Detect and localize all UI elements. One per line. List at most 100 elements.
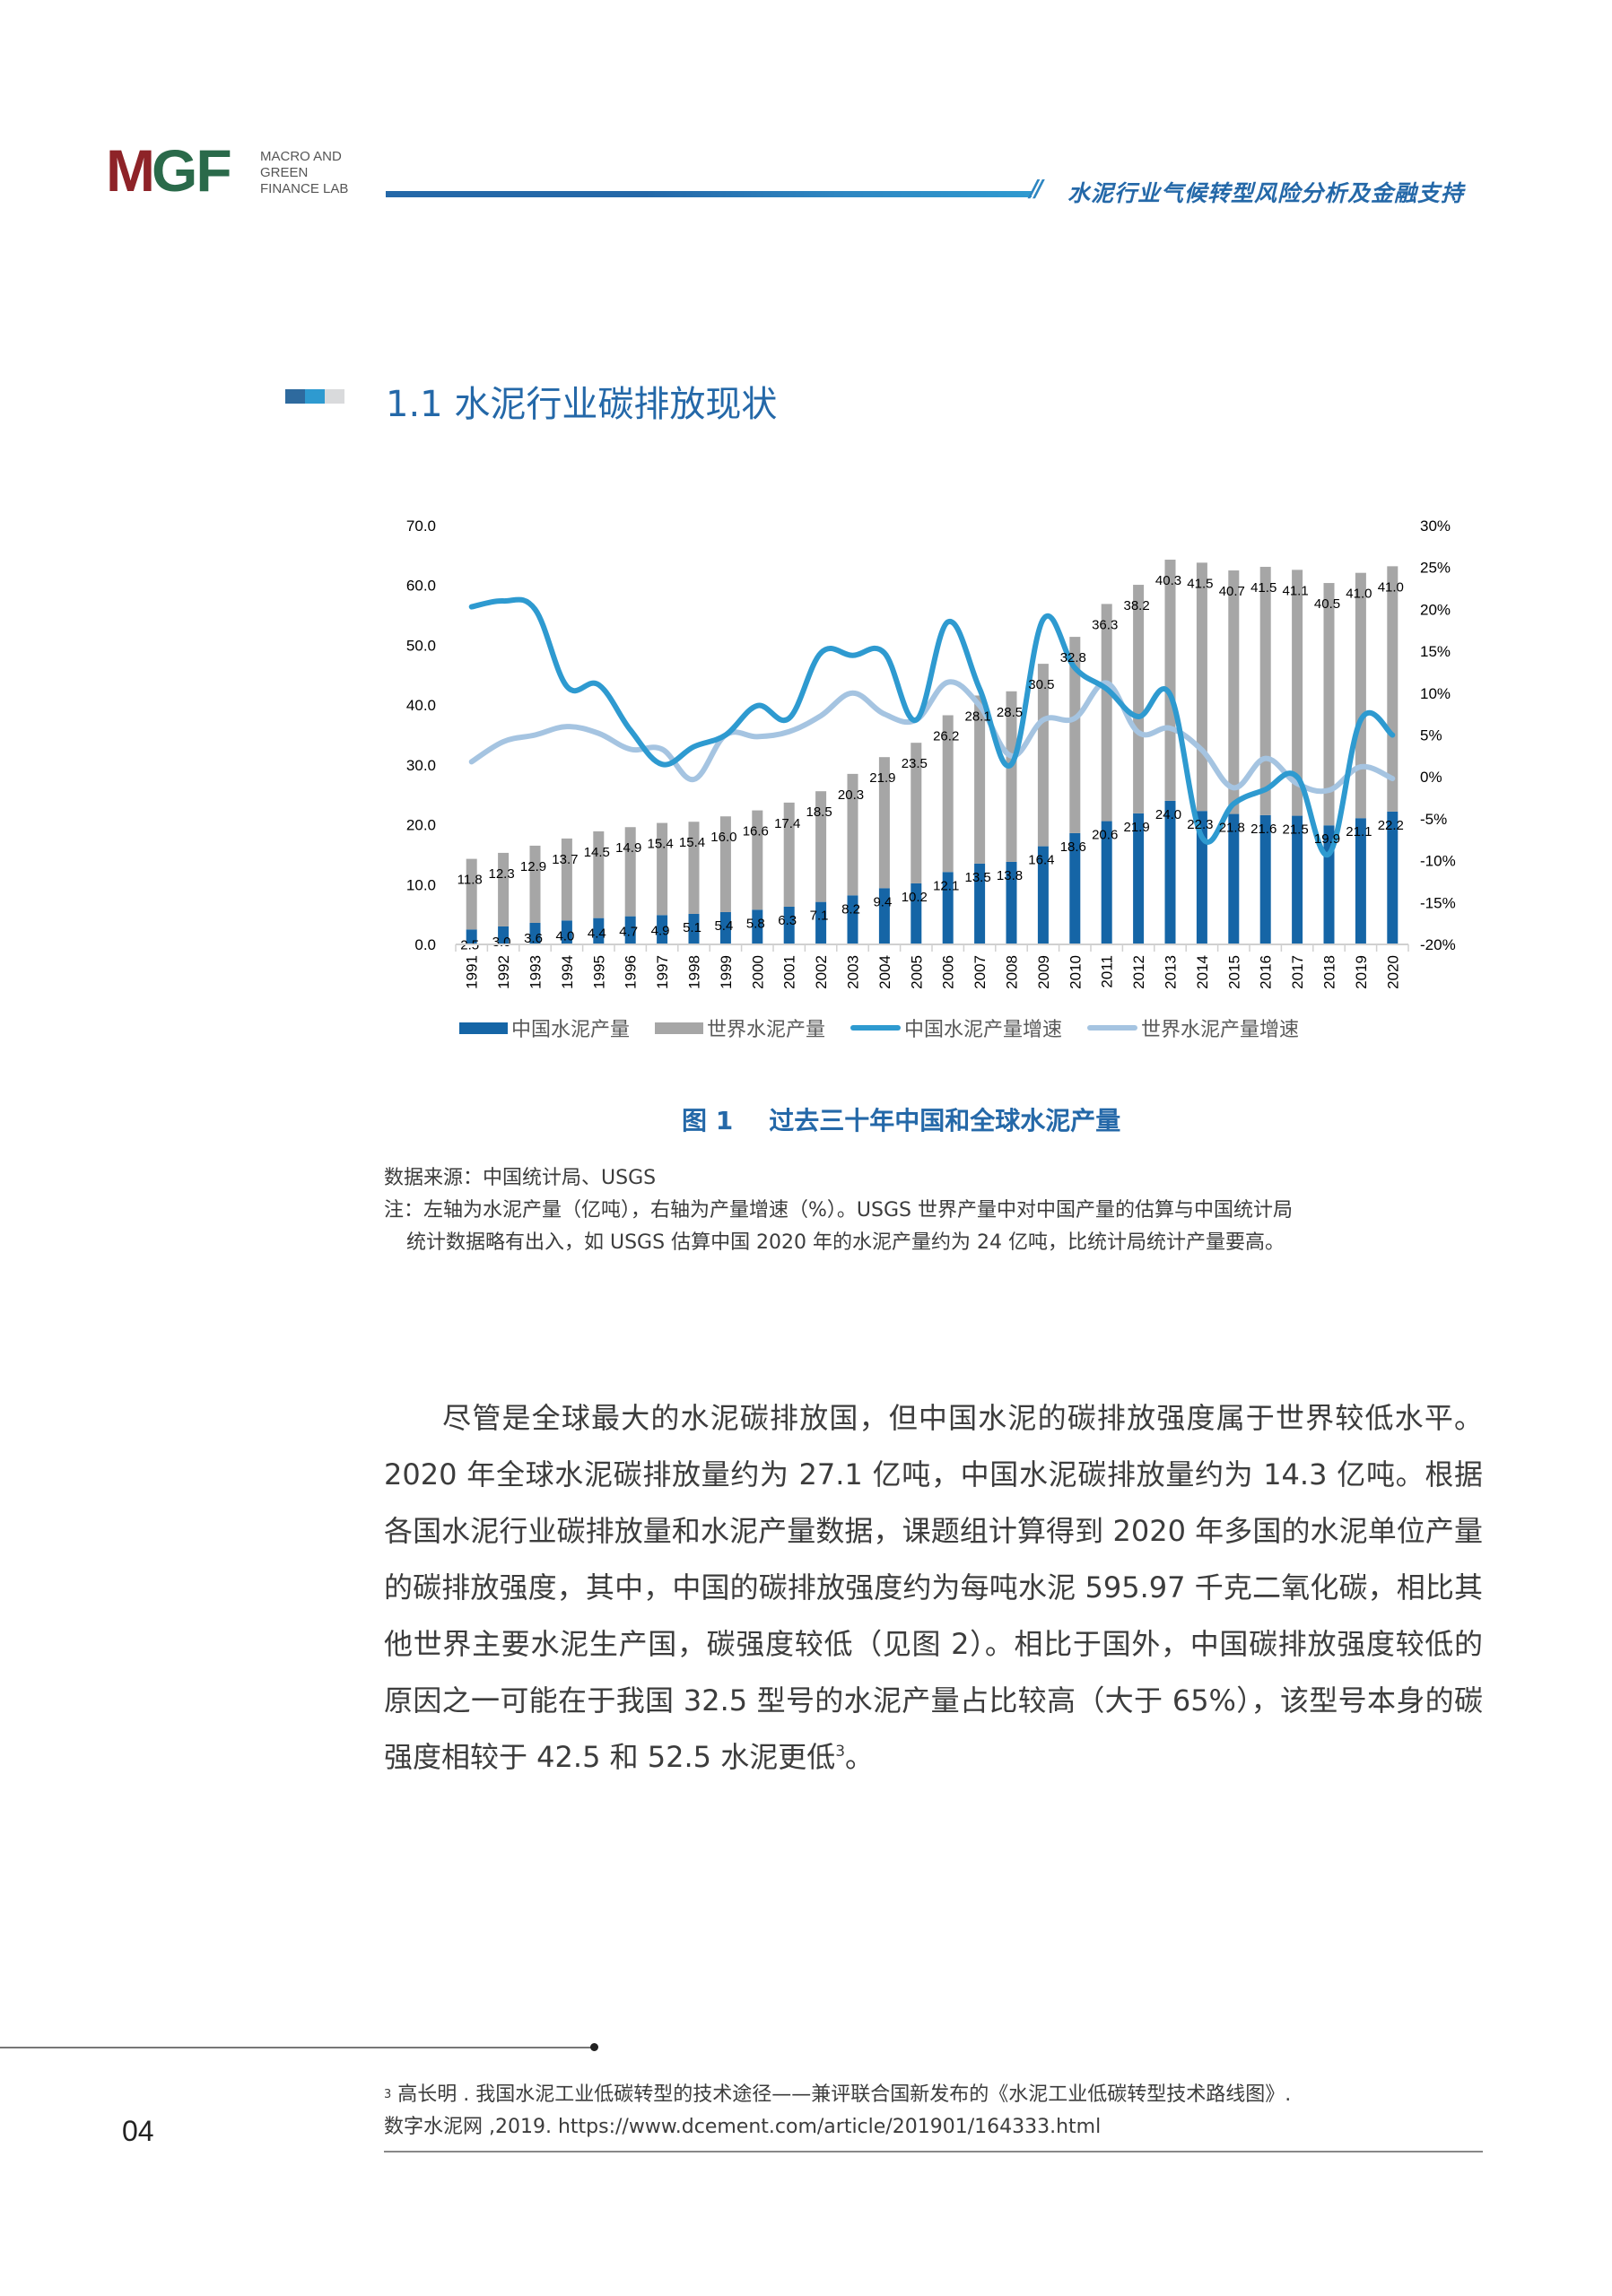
bar-china (752, 909, 763, 944)
data-label-world: 12.3 (488, 866, 514, 882)
bar-world (1292, 570, 1303, 816)
bar-china (783, 906, 795, 944)
data-label-world: 30.5 (1028, 677, 1054, 692)
data-label-world: 26.2 (933, 728, 959, 744)
y-tick-right: 0% (1420, 769, 1442, 786)
x-tick: 2010 (1067, 955, 1084, 989)
legend-swatch (1087, 1025, 1138, 1031)
x-tick: 2014 (1194, 955, 1211, 989)
paragraph-end: 。 (845, 1740, 875, 1774)
x-tick: 2000 (749, 955, 766, 989)
x-tick: 1995 (590, 955, 607, 989)
data-label-china: 5.4 (714, 918, 733, 934)
bar-china (942, 872, 954, 944)
data-label-china: 4.4 (588, 926, 606, 942)
x-tick: 2015 (1225, 955, 1242, 989)
y-tick-right: 20% (1420, 601, 1451, 618)
bar-china (815, 901, 827, 944)
y-tick-right: -5% (1420, 811, 1447, 828)
bar-world (1323, 583, 1335, 826)
data-label-world: 21.9 (869, 770, 895, 786)
y-tick-left: 0.0 (414, 936, 436, 953)
logo-text-line: MACRO AND (260, 149, 342, 164)
x-tick: 1991 (464, 955, 481, 989)
bar-world (1101, 604, 1112, 822)
bar-china (1069, 832, 1081, 944)
bar-world (561, 838, 572, 921)
legend-label: 中国水泥产量增速 (904, 1019, 1063, 1041)
footnote-link[interactable]: 数字水泥网 ,2019. https://www.dcement.com/art… (384, 2116, 1102, 2138)
data-label-china: 12.1 (933, 878, 959, 893)
data-label-china: 8.2 (841, 901, 860, 917)
x-tick: 2001 (781, 955, 798, 989)
x-tick: 2013 (1163, 955, 1180, 989)
data-label-world: 16.6 (743, 824, 769, 839)
y-tick-right: 30% (1420, 517, 1451, 535)
data-label-world: 28.5 (997, 705, 1023, 720)
bar-world (1259, 567, 1271, 815)
data-label-china: 21.1 (1346, 824, 1372, 839)
x-tick: 2016 (1258, 955, 1275, 989)
bar-world (1228, 570, 1240, 814)
data-label-world: 17.4 (774, 816, 800, 831)
data-label-world: 11.8 (457, 873, 483, 888)
bar-world (878, 757, 890, 889)
bar-china (1387, 811, 1399, 944)
data-label-china: 21.6 (1250, 822, 1277, 837)
data-label-china: 10.2 (902, 890, 928, 905)
legend-label: 世界水泥产量 (707, 1019, 826, 1041)
note-line: 注：左轴为水泥产量（亿吨），右轴为产量增速（%）。USGS 世界产量中对中国产量… (384, 1199, 1293, 1222)
data-label-world: 16.0 (710, 830, 736, 845)
section-marker-icon (285, 389, 344, 404)
bar-china (529, 922, 541, 944)
data-label-china: 16.4 (1028, 853, 1054, 868)
bar-world (593, 831, 605, 918)
legend-china-production: 中国水泥产量 (459, 1013, 630, 1042)
logo-m: M (106, 137, 155, 204)
x-tick: 2004 (876, 955, 893, 989)
data-label-china: 13.8 (997, 868, 1023, 883)
data-label-world: 23.5 (902, 756, 928, 771)
y-tick-right: 10% (1420, 685, 1451, 702)
bar-world (466, 858, 477, 930)
growth-line (468, 596, 1396, 857)
growth-lines (468, 596, 1396, 857)
x-axis: 1991 1992 1993 1994 1995 1996 1997 1998 1999 2000… (455, 944, 1409, 989)
bar-world (1164, 560, 1176, 801)
bar-world (1133, 585, 1145, 813)
y-tick-left: 40.0 (406, 697, 436, 714)
x-tick: 2007 (972, 955, 989, 989)
y-tick-right: -10% (1420, 853, 1456, 870)
y-tick-right: 15% (1420, 643, 1451, 660)
y-tick-left: 60.0 (406, 578, 436, 595)
data-label-china: 4.9 (651, 923, 670, 938)
data-label-world: 13.7 (552, 852, 578, 867)
data-label-world: 15.4 (647, 837, 673, 852)
bar-world (657, 822, 668, 916)
y-tick-left: 30.0 (406, 757, 436, 774)
data-label-china: 21.8 (1219, 821, 1245, 836)
bar-world (719, 816, 731, 912)
data-label-china: 18.6 (1060, 839, 1086, 855)
legend-label: 中国水泥产量 (511, 1019, 631, 1041)
x-tick: 1996 (623, 955, 640, 989)
bar-china (1037, 846, 1049, 944)
data-label-china: 21.9 (1123, 820, 1149, 835)
data-label-china: 22.3 (1187, 817, 1213, 832)
logo-text-line: FINANCE LAB (260, 181, 349, 196)
x-tick: 1997 (654, 955, 671, 989)
data-label-world: 28.1 (964, 709, 990, 724)
bar-world (688, 822, 700, 914)
data-label-world: 41.0 (1346, 587, 1372, 602)
legend-swatch (850, 1025, 902, 1031)
footnote-ref[interactable]: 3 (835, 1743, 846, 1761)
data-label-world: 14.9 (615, 840, 641, 856)
bar-china (1355, 818, 1366, 944)
bar-china (1292, 815, 1303, 944)
figure-note: 注：左轴为水泥产量（亿吨），右轴为产量增速（%）。USGS 世界产量中对中国产量… (384, 1195, 1496, 1259)
y-axis-left: 70.0 60.0 50.0 40.0 30.0 20.0 10.0 0.0 (406, 517, 436, 953)
x-tick: 1993 (527, 955, 545, 989)
data-label-world: 36.3 (1092, 617, 1118, 632)
legend-swatch (655, 1022, 704, 1034)
data-label-china: 20.6 (1092, 828, 1118, 843)
